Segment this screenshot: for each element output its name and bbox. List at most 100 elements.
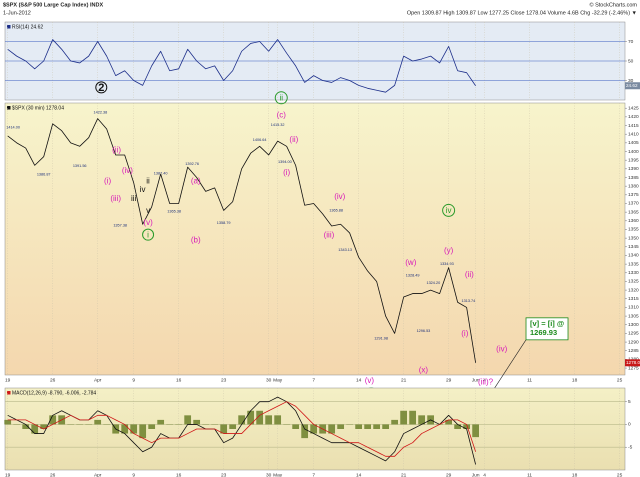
- y-tick-label: 1405: [628, 140, 639, 146]
- wave-label: iv: [446, 206, 452, 215]
- y-tick-label: 1315: [628, 296, 639, 302]
- wave-label: (v): [365, 376, 375, 385]
- wave-label: (ii): [465, 270, 474, 279]
- price-label: 1291.98: [374, 337, 388, 341]
- wave-circle: [274, 91, 288, 105]
- price-label: 1386.87: [37, 172, 51, 176]
- wave-circle: [442, 203, 456, 217]
- x-tick-label: 23: [221, 472, 227, 477]
- histogram-bar: [418, 415, 426, 425]
- x-tick-label: 4: [483, 472, 486, 477]
- x-tick-label: May: [273, 377, 283, 383]
- histogram-bar: [22, 424, 30, 429]
- wave-label: (iv): [122, 166, 133, 175]
- histogram-bar: [157, 419, 165, 425]
- y-tick-label: 1375: [628, 192, 639, 198]
- x-tick-label: 30: [266, 472, 272, 477]
- chart-date: 1-Jun-2012: [3, 10, 31, 16]
- wave-label: (y): [444, 246, 454, 255]
- histogram-bar: [31, 424, 39, 434]
- series-line: [7, 401, 477, 457]
- last-value-tag: [625, 82, 640, 90]
- price-label: 1328.49: [406, 273, 420, 277]
- price-label: 1392.76: [185, 162, 199, 166]
- histogram-bar: [445, 419, 453, 425]
- panel-label: MACD(12,26,9) -8.790, -6.006, -2.784: [12, 390, 96, 396]
- x-tick-label: 18: [572, 472, 578, 477]
- price-label: 1365.88: [329, 209, 343, 213]
- histogram-bar: [256, 410, 264, 425]
- x-tick-label: 4: [483, 377, 486, 383]
- x-tick-label: May: [273, 472, 283, 477]
- x-tick-label: 21: [401, 472, 407, 477]
- callout-text: 1269.93: [530, 328, 557, 337]
- histogram-bar: [463, 424, 470, 429]
- histogram-bar: [355, 424, 363, 429]
- price-label: 1324.20: [426, 281, 440, 285]
- panel-label: $SPX (30 min) 1278.04: [12, 105, 64, 111]
- histogram-bar: [265, 415, 273, 425]
- y-tick-label: 1340: [628, 253, 639, 259]
- price-label: 1394.00: [278, 160, 292, 164]
- y-tick-label: 1310: [628, 305, 639, 311]
- wave-circle: [95, 81, 108, 94]
- wave-label: (ii): [289, 135, 298, 144]
- x-tick-label: 9: [132, 472, 135, 477]
- panel-label-swatch: [7, 106, 11, 110]
- wave-label: (v): [143, 218, 153, 227]
- y-tick-label: -5: [628, 444, 633, 450]
- x-tick-label: 30: [266, 377, 272, 383]
- y-tick-label: 1335: [628, 261, 639, 267]
- y-tick-label: 1380: [628, 183, 639, 189]
- y-tick-label: 1295: [628, 331, 639, 337]
- y-tick-label: 1420: [628, 114, 639, 120]
- y-tick-label: 1275: [628, 365, 639, 371]
- price-label: 1414.00: [6, 125, 20, 129]
- x-tick-label: 19: [5, 377, 11, 383]
- last-value-label: 24.62: [626, 83, 638, 88]
- wave-label: ii: [146, 177, 150, 186]
- x-tick-label: 25: [617, 472, 623, 477]
- histogram-bar: [121, 424, 129, 434]
- x-tick-label: 9: [132, 377, 135, 383]
- quote: Open 1309.87 High 1309.87 Low 1277.25 Cl…: [407, 10, 637, 16]
- x-tick-label: Jun: [472, 472, 480, 477]
- wave-label: (w): [405, 258, 416, 267]
- y-tick-label: 1415: [628, 123, 639, 129]
- y-tick-label: 1370: [628, 201, 639, 207]
- wave-label: v: [146, 206, 150, 215]
- histogram-bar: [238, 415, 246, 425]
- x-tick-label: Apr: [94, 472, 102, 477]
- x-tick-label: 14: [356, 472, 362, 477]
- y-tick-label: 1400: [628, 149, 639, 155]
- y-tick-label: 5: [628, 399, 631, 405]
- x-tick-label: 26: [50, 377, 56, 383]
- histogram-bar: [292, 424, 300, 429]
- histogram-bar: [337, 424, 345, 429]
- chart-title: $SPX (S&P 500 Large Cap Index) INDX: [3, 2, 103, 8]
- wave-label: (x): [419, 365, 429, 374]
- y-tick-label: 1325: [628, 279, 639, 285]
- wave-label: (i): [461, 329, 468, 338]
- copyright: © StockCharts.com: [590, 1, 638, 8]
- y-tick-label: 1395: [628, 157, 639, 163]
- histogram-bar: [139, 424, 147, 439]
- last-value-label: 1278.04: [626, 360, 640, 365]
- histogram-bar: [328, 424, 336, 434]
- series-line: [7, 39, 476, 93]
- histogram-bar: [301, 424, 309, 439]
- x-tick-label: Apr: [94, 377, 102, 383]
- price-label: 1415.32: [271, 123, 285, 127]
- y-tick-label: 1285: [628, 348, 639, 354]
- price-label: 1313.74: [462, 299, 476, 303]
- wave-label: (i): [104, 177, 111, 186]
- y-tick-label: 1290: [628, 339, 639, 345]
- wave-label: (c): [277, 111, 287, 120]
- x-tick-label: 16: [176, 472, 182, 477]
- wave-label: (iv): [496, 345, 507, 354]
- histogram-bar: [382, 424, 390, 429]
- callout-box: [525, 317, 569, 341]
- x-tick-label: 16: [176, 377, 182, 383]
